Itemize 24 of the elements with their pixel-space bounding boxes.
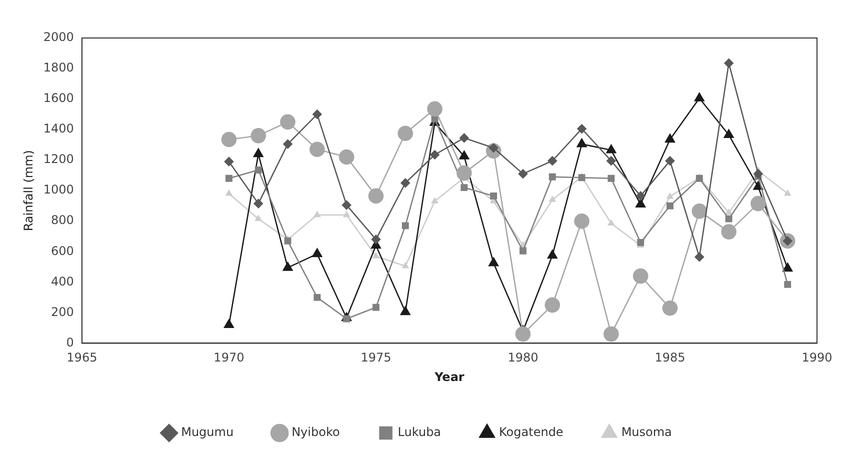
- y-tick-label: 600: [51, 244, 74, 258]
- legend-label: Nyiboko: [292, 425, 340, 440]
- y-tick-label: 800: [51, 213, 74, 228]
- y-tick-label: 1200: [43, 152, 74, 166]
- x-tick-label: 1980: [508, 350, 538, 365]
- legend-label: Mugumu: [181, 425, 234, 440]
- x-tick-label: 1970: [214, 350, 244, 365]
- x-tick-label: 1985: [654, 350, 686, 365]
- x-tick-label: 1975: [360, 350, 392, 365]
- y-tick-label: 1600: [43, 91, 74, 106]
- y-tick-label: 1000: [43, 182, 74, 197]
- y-tick-label: 1800: [43, 60, 74, 75]
- y-tick-label: 400: [51, 274, 74, 288]
- y-tick-label: 2000: [43, 30, 74, 44]
- legend-label: Musoma: [621, 425, 672, 440]
- legend-label: Lukuba: [398, 425, 442, 440]
- x-axis-title: Year: [434, 370, 464, 384]
- y-tick-label: 0: [66, 335, 74, 350]
- y-tick-label: 200: [51, 304, 74, 319]
- x-tick-label: 1990: [802, 350, 832, 365]
- legend-label: Kogatende: [499, 425, 564, 440]
- x-tick-label: 1965: [66, 350, 98, 365]
- y-axis-title: Rainfall (mm): [21, 150, 36, 232]
- y-tick-label: 1400: [43, 122, 74, 136]
